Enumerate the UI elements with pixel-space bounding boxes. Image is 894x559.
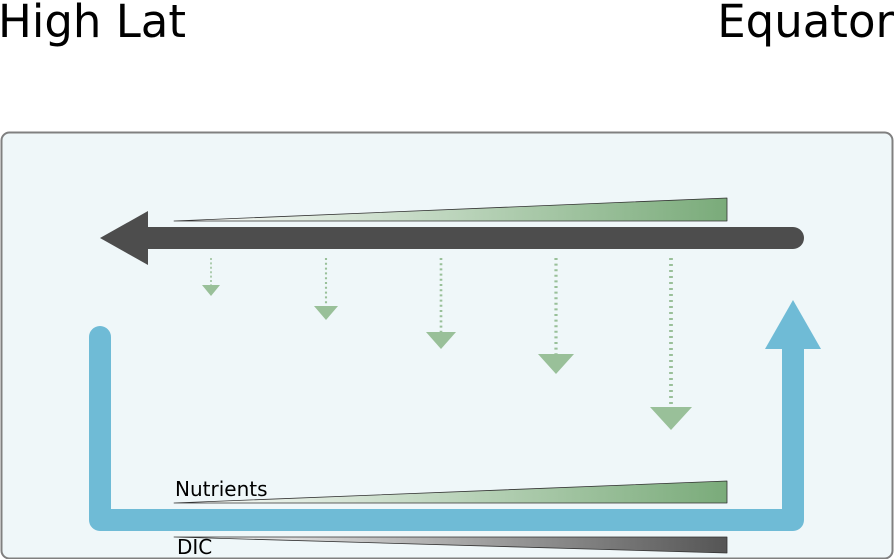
surface-flow-arrow bbox=[100, 211, 804, 265]
sinking-flux-arrows bbox=[202, 258, 692, 430]
sinking-flux-arrow bbox=[426, 258, 456, 349]
sinking-flux-arrow bbox=[314, 258, 338, 320]
sinking-flux-arrow bbox=[538, 258, 574, 374]
deep-nutrient-wedge bbox=[173, 480, 728, 504]
dic-wedge bbox=[173, 536, 728, 554]
title-equator: Equator bbox=[717, 0, 894, 48]
nutrients-label: Nutrients bbox=[175, 477, 268, 501]
title-high-lat: High Lat bbox=[0, 0, 187, 48]
deep-return-loop bbox=[89, 300, 821, 531]
sinking-flux-arrow bbox=[650, 258, 692, 430]
dic-label: DIC bbox=[177, 535, 212, 559]
sinking-flux-arrow bbox=[202, 258, 220, 296]
surface-nutrient-wedge bbox=[173, 197, 728, 222]
